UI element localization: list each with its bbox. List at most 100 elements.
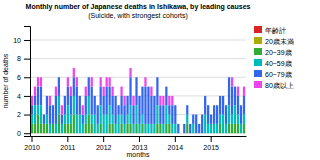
bar (114, 124, 116, 133)
bar (156, 77, 158, 78)
bar (147, 87, 149, 124)
grid-line (30, 58, 246, 59)
bar (144, 124, 146, 133)
bar (79, 115, 81, 134)
bar (165, 124, 167, 133)
y-tick-mark (24, 133, 30, 134)
bar (64, 124, 66, 133)
bar (228, 77, 230, 78)
bar (64, 95, 66, 96)
bar (132, 105, 134, 124)
x-tick-label: 2010 (24, 144, 40, 151)
bar (103, 87, 105, 96)
legend-label: 20歳未満 (265, 38, 294, 45)
bar (91, 77, 93, 86)
x-axis-title: months (127, 151, 150, 158)
bar (213, 105, 215, 124)
x-tick-mark (139, 136, 140, 142)
bar (94, 96, 96, 115)
bar (106, 115, 108, 134)
bar (186, 105, 188, 106)
bar (34, 96, 36, 105)
bar (171, 124, 173, 133)
x-axis: 201020112012201320142015 (24, 136, 246, 151)
bar (67, 124, 69, 133)
bar (49, 124, 51, 133)
bar (91, 124, 93, 133)
y-tick-mark (24, 77, 30, 78)
bar (114, 95, 116, 96)
bar (120, 87, 122, 96)
bar (88, 96, 90, 115)
bar (234, 87, 236, 106)
bar (67, 105, 69, 124)
bar (76, 115, 78, 134)
bar (37, 105, 39, 114)
y-tick: 8 (17, 55, 30, 62)
bar (91, 115, 93, 124)
bar (70, 115, 72, 124)
x-tick-mark (32, 136, 33, 142)
bar (73, 96, 75, 115)
bar (43, 115, 45, 124)
bar (234, 124, 236, 133)
bar (82, 115, 84, 124)
x-tick-mark (103, 136, 104, 142)
bar (73, 77, 75, 96)
title: Monthly number of Japanese deaths in Ish… (26, 3, 251, 11)
bar (144, 77, 146, 86)
bar (243, 124, 245, 133)
bar (180, 133, 182, 134)
bar (112, 124, 114, 133)
bar (219, 96, 221, 115)
bar (31, 96, 33, 105)
legend-label: 80歳以上 (265, 82, 294, 89)
bar (225, 124, 227, 133)
bar (117, 105, 119, 106)
bar (153, 124, 155, 133)
bar (162, 96, 164, 105)
bar (126, 124, 128, 133)
legend: 年齢計20歳未満20~39歳40~59歳60~79歳80歳以上 (254, 26, 294, 89)
bar (216, 105, 218, 124)
bar (204, 96, 206, 115)
y-tick-mark (24, 96, 30, 97)
bar (213, 124, 215, 133)
bar (180, 133, 182, 134)
x-tick-label: 2013 (132, 144, 148, 151)
y-tick: 4 (17, 93, 30, 100)
bar (123, 105, 125, 124)
bar (61, 105, 63, 114)
bar (198, 123, 200, 124)
bar (82, 124, 84, 133)
bar (112, 87, 114, 96)
x-tick-mark (175, 136, 176, 142)
grid-line (30, 95, 246, 96)
bar (174, 105, 176, 106)
bar (210, 124, 212, 133)
bar (55, 87, 57, 96)
bar (183, 123, 185, 124)
bar (228, 105, 230, 124)
y-tick-label: 10 (13, 37, 21, 44)
bar (126, 115, 128, 124)
bar (100, 105, 102, 124)
bar (100, 87, 102, 106)
legend-label: 60~79歳 (265, 71, 292, 78)
bar (46, 96, 48, 115)
bar (132, 124, 134, 133)
bar (73, 115, 75, 134)
bar (189, 124, 191, 133)
bar (97, 124, 99, 133)
bar (237, 115, 239, 124)
bar (31, 124, 33, 133)
bar (123, 96, 125, 105)
bar (49, 96, 51, 105)
bar (141, 86, 143, 87)
bar (201, 114, 203, 115)
bar (168, 115, 170, 124)
legend-item: 60~79歳 (254, 70, 292, 78)
bar (180, 133, 182, 134)
bar (129, 105, 131, 124)
axis-domain (31, 136, 247, 137)
